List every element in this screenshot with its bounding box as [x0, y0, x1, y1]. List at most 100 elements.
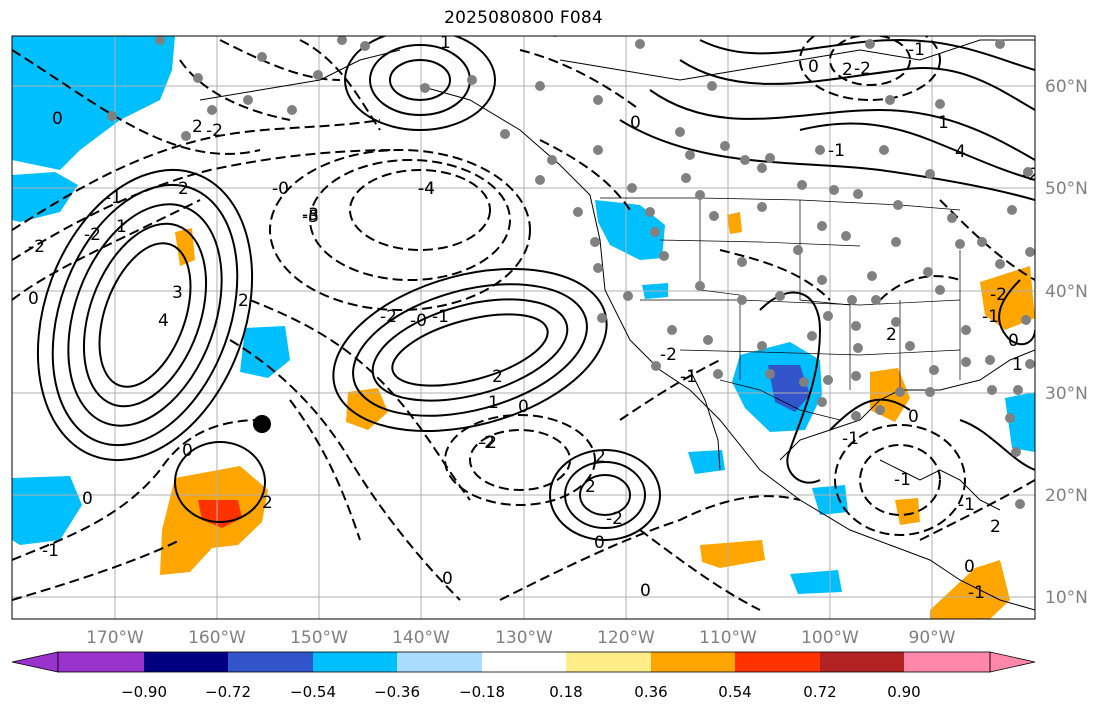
contour-label: 2 — [178, 179, 189, 199]
contour-label: 1 — [116, 217, 127, 237]
colorbar-label: 0.72 — [803, 683, 836, 701]
map-title: 2025080800 F084 — [444, 8, 603, 28]
orange-fill-east — [980, 266, 1035, 330]
colorbar-label: −0.72 — [205, 683, 251, 701]
colorbar-label: −0.36 — [374, 683, 420, 701]
contour-label: 0 — [82, 489, 93, 509]
blue-fill-east-edge — [1005, 392, 1035, 452]
colorbar-swatch — [735, 652, 820, 672]
station-marker — [253, 415, 271, 433]
contour-label: 0 — [908, 407, 919, 427]
contour-label: 0 — [964, 557, 975, 577]
contour-label: 1 — [440, 33, 451, 53]
colorbar-swatch — [144, 652, 228, 672]
contour-label: -1 — [982, 307, 999, 327]
political-borders — [600, 197, 961, 421]
blue-fill-small-1 — [688, 450, 725, 474]
contour-label: -1 — [828, 141, 845, 161]
lat-label: 10°N — [1045, 588, 1088, 608]
colorbar-swatch — [820, 652, 904, 672]
contour-label: 2 — [886, 325, 897, 345]
contour-label: -2 — [854, 59, 871, 79]
contour-label: 0 — [518, 397, 529, 417]
colorbar-label: −0.54 — [290, 683, 336, 701]
lon-label: 150°W — [290, 628, 348, 648]
colorbar-swatch — [482, 652, 566, 672]
contour-label: 0 — [52, 109, 63, 129]
lon-label: 100°W — [801, 628, 859, 648]
colorbar-swatch — [566, 652, 651, 672]
contour-label: -2 — [660, 345, 677, 365]
orange-fill-small-1 — [895, 498, 920, 525]
colorbar-swatch — [651, 652, 735, 672]
contour-label: 2 — [990, 517, 1001, 537]
colorbar-label: 0.36 — [634, 683, 667, 701]
contour-label: 0 — [594, 533, 605, 553]
colorbar-swatch — [313, 652, 397, 672]
contour-label: 4 — [955, 142, 966, 162]
contour-label: 0 — [182, 441, 193, 461]
contour-label: -2 — [478, 433, 495, 453]
contour-label: 0 — [28, 289, 39, 309]
colorbar: −0.90 −0.72 −0.54 −0.36 −0.18 0.18 0.36 … — [11, 651, 1036, 701]
lat-label: 60°N — [1045, 77, 1088, 97]
colorbar-label: −0.18 — [459, 683, 505, 701]
station-dots — [107, 36, 1035, 509]
contour-label: -1 — [958, 495, 975, 515]
colorbar-swatch — [58, 652, 144, 672]
contour-label: -1 — [968, 583, 985, 603]
contour-label: -3 — [302, 205, 319, 225]
lon-label: 110°W — [699, 628, 757, 648]
colorbar-swatch — [397, 652, 482, 672]
blue-fill-southwest-corner — [12, 476, 82, 545]
contour-label: -1 — [42, 541, 59, 561]
contour-label: -0 — [272, 179, 289, 199]
contour-label: 2 — [585, 477, 596, 497]
lat-label: 20°N — [1045, 486, 1088, 506]
lat-label: 30°N — [1045, 384, 1088, 404]
lon-label: 130°W — [495, 628, 553, 648]
lon-label: 160°W — [188, 628, 246, 648]
longitude-labels: 170°W 160°W 150°W 140°W 130°W 120°W 110°… — [86, 628, 956, 648]
contour-label: 2 — [842, 60, 853, 80]
contour-label: -1 — [894, 470, 911, 490]
dark-blue-fill-southwest-us — [768, 365, 810, 412]
colorbar-label: 0.90 — [887, 683, 920, 701]
contour-label: -2 — [606, 509, 623, 529]
contour-label: 0 — [640, 581, 651, 601]
contour-label: 1 — [1012, 355, 1023, 375]
colorbar-label: 0.18 — [549, 683, 582, 701]
contour-label: 0 — [1008, 331, 1019, 351]
contour-label: -1 — [432, 307, 449, 327]
contour-label: -4 — [418, 179, 435, 199]
contour-label: 2 — [492, 367, 503, 387]
colorbar-label: −0.90 — [121, 683, 167, 701]
colorbar-arrow-left — [11, 651, 59, 673]
lon-label: 90°W — [909, 628, 956, 648]
colorbar-swatch — [228, 652, 313, 672]
colorbar-arrow-right — [989, 651, 1036, 673]
contour-labels: 0 2 1 2 0 0 -2 -1 -1 4 -4 -3 -2 -0 -1 2 … — [28, 33, 1035, 603]
blue-fill-small-3 — [790, 570, 842, 594]
orange-fill-south-2 — [930, 560, 1010, 619]
contour-label: -1 — [908, 40, 925, 60]
blue-fill-mid-pacific — [240, 326, 290, 378]
lat-label: 50°N — [1045, 179, 1088, 199]
latitude-labels: 10°N 20°N 30°N 40°N 50°N 60°N — [1045, 77, 1088, 608]
lon-label: 120°W — [597, 628, 655, 648]
contour-label: -2 — [480, 433, 497, 453]
contour-label: 1 — [938, 113, 949, 133]
map-panel: 0 2 1 2 0 0 -2 -1 -1 4 -4 -3 -2 -0 -1 2 … — [12, 33, 1035, 619]
contour-label: 2 — [595, 447, 606, 467]
contour-label: -1 — [842, 429, 859, 449]
contour-label: -3 — [302, 207, 319, 227]
contour-label: -1 — [680, 367, 697, 387]
contour-label: 3 — [172, 283, 183, 303]
contour-label: 2 — [262, 493, 273, 513]
orange-fill-mid-1 — [346, 388, 388, 430]
contour-label: 2 — [238, 291, 249, 311]
orange-fill-mid-2 — [175, 228, 195, 266]
contour-label: 0 — [808, 57, 819, 77]
contour-label: -2 — [990, 285, 1007, 305]
contour-label: -4 — [418, 179, 435, 199]
